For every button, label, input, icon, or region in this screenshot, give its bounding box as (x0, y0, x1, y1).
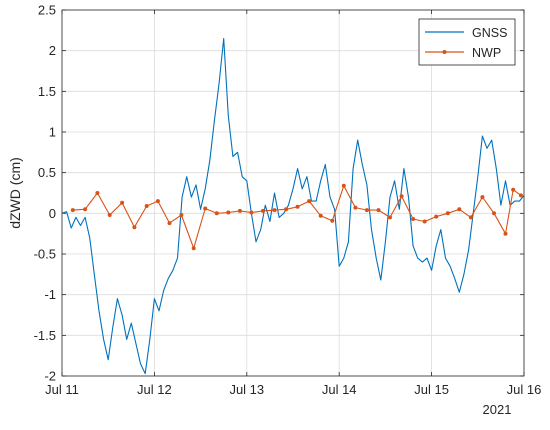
data-point-nwp (341, 183, 346, 188)
data-point-nwp (318, 213, 323, 218)
data-point-nwp (144, 204, 149, 208)
data-point-nwp (468, 215, 473, 220)
y-tick-label: -1.5 (34, 328, 56, 343)
data-point-nwp (480, 195, 485, 200)
x-tick-label: Jul 16 (507, 382, 542, 397)
x-tick-label: Jul 15 (414, 382, 449, 397)
data-point-nwp (272, 208, 277, 213)
data-point-nwp (422, 219, 427, 224)
data-point-nwp (353, 205, 358, 210)
data-point-nwp (167, 221, 172, 226)
y-tick-label: 2 (49, 43, 56, 58)
y-axis-label: dZWD (cm) (7, 157, 23, 229)
data-point-nwp (445, 211, 450, 216)
data-point-nwp (237, 208, 242, 213)
data-point-nwp (226, 210, 231, 215)
y-tick-label: 0 (49, 206, 56, 221)
legend-label-gnss: GNSS (472, 26, 507, 40)
data-point-nwp (434, 214, 439, 219)
series-line-gnss (61, 37, 525, 375)
data-point-nwp (214, 211, 219, 216)
data-point-nwp (399, 194, 404, 199)
series-lines (61, 37, 525, 375)
x-tick-label: Jul 13 (229, 382, 264, 397)
legend: GNSS NWP (418, 18, 516, 66)
y-tick-label: -1 (44, 287, 56, 302)
data-point-nwp (120, 200, 125, 205)
y-tick-label: 1.5 (38, 84, 56, 99)
y-tick-label: 2.5 (38, 3, 56, 18)
data-point-nwp (261, 208, 265, 213)
data-point-nwp (249, 210, 254, 215)
x-tick-label: Jul 14 (322, 382, 357, 397)
data-point-nwp (503, 231, 508, 236)
axes-box (61, 9, 525, 377)
data-point-nwp (518, 193, 523, 198)
data-point-nwp (83, 207, 88, 212)
data-point-nwp (191, 246, 196, 251)
data-point-nwp (107, 213, 112, 217)
data-point-nwp (411, 217, 416, 221)
data-point-nwp (492, 211, 496, 216)
data-point-nwp (179, 213, 184, 217)
y-tick-label: 0.5 (38, 165, 56, 180)
data-point-nwp (457, 207, 462, 212)
y-tick-label: -2 (44, 369, 56, 384)
data-point-nwp (203, 206, 208, 211)
data-point-nwp (132, 225, 137, 230)
legend-label-nwp: NWP (472, 46, 501, 60)
series-line-nwp (72, 185, 522, 249)
data-point-nwp (511, 187, 516, 192)
x-tick-label: Jul 12 (137, 382, 172, 397)
data-point-nwp (376, 208, 381, 213)
data-point-nwp (388, 215, 392, 220)
data-point-nwp (95, 191, 100, 195)
legend-box (418, 18, 516, 66)
data-point-nwp (155, 199, 160, 204)
y-tick-label: 1 (49, 125, 56, 140)
x-tick-label: Jul 11 (45, 382, 79, 397)
axis-ticks: -2 -1.5 -1 -0.5 0 0.5 1 1.5 2 2.5 Jul 11 Jul 12 Jul … (34, 3, 542, 398)
data-point-nwp (330, 218, 335, 223)
legend-marker-nwp (442, 50, 447, 54)
x-axis-year-label: 2021 (483, 402, 512, 417)
data-point-nwp (364, 208, 369, 213)
data-point-nwp (70, 208, 75, 213)
y-tick-label: -0.5 (34, 247, 56, 262)
data-point-nwp (284, 207, 289, 212)
data-point-nwp (307, 199, 312, 204)
data-point-nwp (295, 204, 300, 209)
